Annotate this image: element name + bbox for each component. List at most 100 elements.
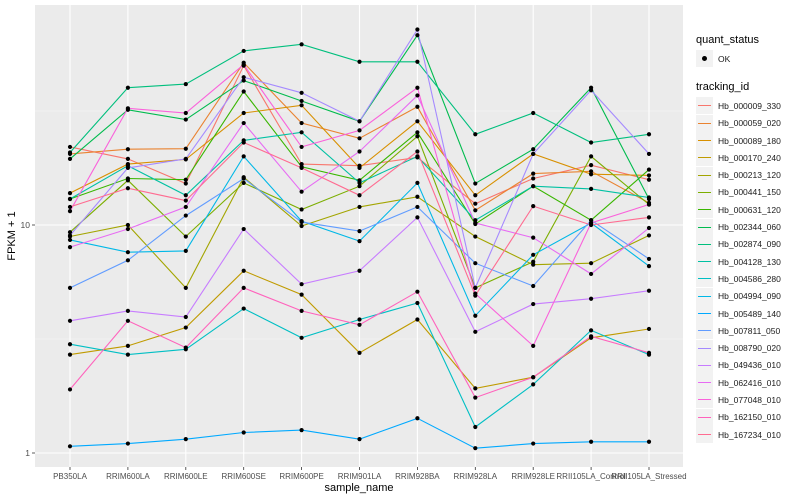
data-point <box>589 88 594 93</box>
data-point <box>646 225 652 231</box>
y-tick-label: 10 <box>21 220 31 230</box>
y-axis-title: FPKM + 1 <box>6 211 18 260</box>
x-axis-title: sample_name <box>324 482 393 494</box>
data-point <box>241 89 246 94</box>
data-point <box>241 285 246 290</box>
data-point <box>299 207 304 212</box>
line-key-icon <box>696 426 713 444</box>
point-key-icon <box>696 50 713 68</box>
legend-label: Hb_008790_020 <box>718 343 781 354</box>
data-point <box>241 180 246 185</box>
data-point <box>299 219 304 225</box>
line-key-icon <box>696 97 713 115</box>
data-point <box>357 165 362 171</box>
data-point <box>357 149 362 154</box>
data-point <box>415 300 420 306</box>
data-point <box>241 78 246 83</box>
line-key-icon <box>696 356 713 374</box>
data-point <box>299 335 304 340</box>
x-tick-label: RRIM901LA <box>338 472 382 481</box>
legend-item-Hb_002344_060: Hb_002344_060 <box>696 218 796 236</box>
data-point <box>531 176 536 181</box>
data-point <box>125 308 130 313</box>
data-point <box>531 235 536 240</box>
data-point <box>415 289 420 294</box>
data-point <box>473 285 478 290</box>
data-point <box>67 150 73 155</box>
data-point <box>589 296 594 301</box>
data-point <box>299 42 304 47</box>
line-key-icon <box>696 149 713 167</box>
line-key-icon <box>696 270 713 288</box>
legend-item-Hb_000441_150: Hb_000441_150 <box>696 183 796 201</box>
data-point <box>646 350 652 355</box>
data-point <box>473 132 478 137</box>
data-point <box>531 375 536 380</box>
data-point <box>125 250 130 255</box>
data-point <box>646 439 652 444</box>
data-point <box>531 151 536 157</box>
legend-item-Hb_000089_180: Hb_000089_180 <box>696 132 796 150</box>
data-point <box>183 437 188 442</box>
data-point <box>473 193 478 198</box>
data-point <box>531 252 536 257</box>
data-point <box>473 234 478 239</box>
data-point <box>473 208 478 213</box>
data-point <box>183 156 188 161</box>
data-point <box>299 428 304 433</box>
data-point <box>357 229 362 234</box>
data-point <box>125 222 130 228</box>
legend-label: Hb_007811_050 <box>718 325 781 336</box>
data-point <box>125 165 130 171</box>
data-point <box>241 268 246 273</box>
line-key-icon <box>696 305 713 322</box>
data-point <box>299 103 304 108</box>
data-point <box>646 167 652 172</box>
data-point <box>357 322 362 327</box>
y-axis: 1 10 <box>21 220 35 458</box>
legend-item-Hb_004586_280: Hb_004586_280 <box>696 270 796 288</box>
legend-item-ok: OK <box>696 50 796 68</box>
data-point <box>415 33 420 38</box>
plot-area: 1 10 PB350LA RRIM600LA RRIM600LE RRIM600SE RR… <box>6 5 687 494</box>
data-point <box>125 147 130 152</box>
legend-item-Hb_077048_010: Hb_077048_010 <box>696 391 796 409</box>
line-key-icon <box>696 287 713 305</box>
x-tick-label: RRII105LA_Control <box>556 472 626 481</box>
data-point <box>646 288 652 293</box>
data-point <box>531 343 536 348</box>
data-point <box>589 172 594 177</box>
x-tick-label: RRIM600SE <box>221 472 265 481</box>
data-point <box>646 256 652 262</box>
x-axis: PB350LA RRIM600LA RRIM600LE RRIM600SE RRIM60… <box>53 467 687 481</box>
data-point <box>125 85 130 90</box>
data-point <box>183 248 188 253</box>
data-point <box>415 416 420 421</box>
data-point <box>67 318 73 323</box>
data-point <box>531 147 536 152</box>
data-points <box>67 27 652 451</box>
data-point <box>473 395 478 400</box>
data-point <box>473 181 478 186</box>
data-point <box>183 110 188 116</box>
legend-label: Hb_004994_090 <box>718 291 781 302</box>
data-point <box>357 128 362 133</box>
data-point <box>531 382 536 387</box>
data-point <box>357 119 362 124</box>
data-point <box>415 130 420 135</box>
legend-label: Hb_077048_010 <box>718 394 781 405</box>
legend-item-Hb_007811_050: Hb_007811_050 <box>696 322 796 340</box>
data-point <box>299 189 304 194</box>
line-key-icon <box>696 201 713 219</box>
data-point <box>183 198 188 203</box>
data-point <box>415 149 420 154</box>
data-point <box>589 334 594 339</box>
data-point <box>125 226 130 232</box>
data-point <box>473 220 478 226</box>
data-point <box>415 194 420 199</box>
legend-item-Hb_000009_330: Hb_000009_330 <box>696 97 796 115</box>
legend-title-tracking-id: tracking_id <box>696 81 750 94</box>
data-point <box>531 301 536 307</box>
legend-label: Hb_002344_060 <box>718 222 781 233</box>
legend-label: Hb_000170_240 <box>718 152 781 163</box>
